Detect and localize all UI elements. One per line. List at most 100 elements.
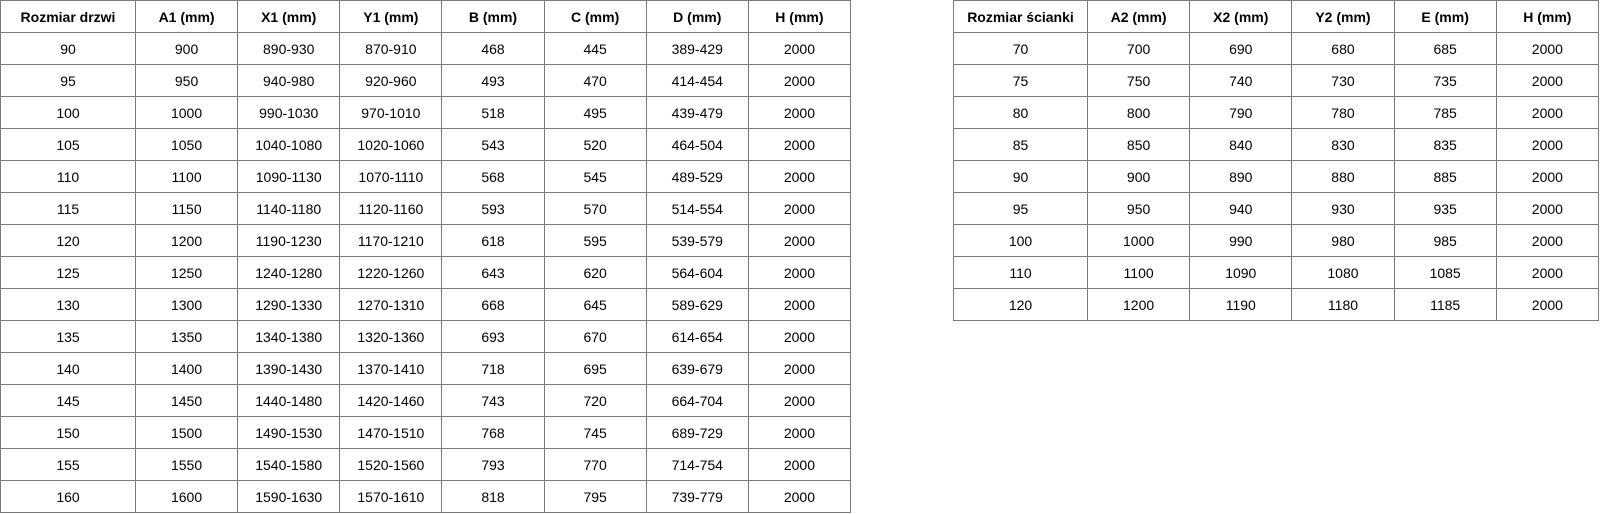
- table-cell: 95: [0, 64, 136, 97]
- table-cell: 950: [134, 64, 239, 97]
- table-cell: 980: [1291, 224, 1395, 257]
- table-cell: 890-930: [237, 32, 341, 65]
- table-row: 90 900 890 880 885 2000: [953, 160, 1600, 193]
- table-cell: 1070-1110: [339, 160, 443, 193]
- table-cell: 2000: [747, 96, 852, 129]
- table-cell: 693: [441, 320, 545, 353]
- table-cell: 670: [543, 320, 647, 353]
- table-row: 130 1300 1290-1330 1270-1310 668 645 589-629 20…: [0, 288, 852, 321]
- table-cell: 880: [1291, 160, 1395, 193]
- table-cell: 470: [543, 64, 647, 97]
- table-cell: 900: [134, 32, 239, 65]
- table-cell: 1220-1260: [339, 256, 443, 289]
- table-cell: 2000: [747, 384, 852, 417]
- table-cell: 850: [1086, 128, 1191, 161]
- table-cell: 95: [953, 192, 1088, 225]
- column-header: Y1 (mm): [339, 0, 443, 33]
- table-cell: 1250: [134, 256, 239, 289]
- table-cell: 130: [0, 288, 136, 321]
- table-cell: 1185: [1393, 288, 1497, 321]
- table-cell: 2000: [747, 480, 852, 513]
- column-header: B (mm): [441, 0, 545, 33]
- door-size-table: Rozmiar drzwi A1 (mm) X1 (mm) Y1 (mm) B (mm)…: [0, 0, 852, 513]
- table-cell: 790: [1189, 96, 1293, 129]
- table-row: 120 1200 1190 1180 1185 2000: [953, 288, 1600, 321]
- wall-size-table: Rozmiar ścianki A2 (mm) X2 (mm) Y2 (mm) E (m…: [953, 0, 1600, 321]
- table-cell: 2000: [747, 320, 852, 353]
- table-cell: 1120-1160: [339, 192, 443, 225]
- table-row: 95 950 940-980 920-960 493 470 414-454 2000: [0, 64, 852, 97]
- table-cell: 800: [1086, 96, 1191, 129]
- table-cell: 100: [0, 96, 136, 129]
- table-row: 110 1100 1090 1080 1085 2000: [953, 256, 1600, 289]
- table-cell: 700: [1086, 32, 1191, 65]
- table-cell: 1050: [134, 128, 239, 161]
- column-header: X1 (mm): [237, 0, 341, 33]
- table-cell: 835: [1393, 128, 1497, 161]
- table-cell: 830: [1291, 128, 1395, 161]
- table-cell: 1490-1530: [237, 416, 341, 449]
- table-header-row: Rozmiar drzwi A1 (mm) X1 (mm) Y1 (mm) B (mm)…: [0, 0, 852, 33]
- table-cell: 685: [1393, 32, 1497, 65]
- table-cell: 1040-1080: [237, 128, 341, 161]
- table-cell: 2000: [1495, 256, 1600, 289]
- table-cell: 614-654: [645, 320, 749, 353]
- table-cell: 1590-1630: [237, 480, 341, 513]
- column-header: E (mm): [1393, 0, 1497, 33]
- table-cell: 439-479: [645, 96, 749, 129]
- table-cell: 145: [0, 384, 136, 417]
- table-cell: 1570-1610: [339, 480, 443, 513]
- table-cell: 935: [1393, 192, 1497, 225]
- table-row: 125 1250 1240-1280 1220-1260 643 620 564-604 20…: [0, 256, 852, 289]
- table-cell: 110: [953, 256, 1088, 289]
- table-cell: 1320-1360: [339, 320, 443, 353]
- table-cell: 1090-1130: [237, 160, 341, 193]
- table-cell: 900: [1086, 160, 1191, 193]
- table-cell: 543: [441, 128, 545, 161]
- table-cell: 520: [543, 128, 647, 161]
- table-cell: 690: [1189, 32, 1293, 65]
- column-header: Y2 (mm): [1291, 0, 1395, 33]
- table-cell: 990: [1189, 224, 1293, 257]
- table-row: 145 1450 1440-1480 1420-1460 743 720 664-704 20…: [0, 384, 852, 417]
- table-row: 105 1050 1040-1080 1020-1060 543 520 464-504 20…: [0, 128, 852, 161]
- table-cell: 489-529: [645, 160, 749, 193]
- table-cell: 140: [0, 352, 136, 385]
- table-cell: 1370-1410: [339, 352, 443, 385]
- table-cell: 1400: [134, 352, 239, 385]
- table-cell: 1500: [134, 416, 239, 449]
- table-cell: 1085: [1393, 256, 1497, 289]
- table-cell: 2000: [1495, 224, 1600, 257]
- table-cell: 1140-1180: [237, 192, 341, 225]
- table-cell: 740: [1189, 64, 1293, 97]
- table-cell: 1090: [1189, 256, 1293, 289]
- table-cell: 1520-1560: [339, 448, 443, 481]
- table-cell: 1600: [134, 480, 239, 513]
- table-row: 135 1350 1340-1380 1320-1360 693 670 614-654 20…: [0, 320, 852, 353]
- table-cell: 2000: [747, 416, 852, 449]
- column-header: Rozmiar ścianki: [953, 0, 1088, 33]
- table-cell: 940: [1189, 192, 1293, 225]
- column-header: C (mm): [543, 0, 647, 33]
- table-cell: 155: [0, 448, 136, 481]
- table-cell: 120: [0, 224, 136, 257]
- table-cell: 793: [441, 448, 545, 481]
- table-cell: 2000: [747, 448, 852, 481]
- table-cell: 468: [441, 32, 545, 65]
- table-cell: 1190-1230: [237, 224, 341, 257]
- table-cell: 1300: [134, 288, 239, 321]
- table-cell: 1470-1510: [339, 416, 443, 449]
- table-cell: 1270-1310: [339, 288, 443, 321]
- table-row: 140 1400 1390-1430 1370-1410 718 695 639-679 20…: [0, 352, 852, 385]
- table-cell: 2000: [1495, 192, 1600, 225]
- table-cell: 2000: [747, 352, 852, 385]
- table-cell: 739-779: [645, 480, 749, 513]
- table-cell: 2000: [747, 224, 852, 257]
- table-cell: 2000: [747, 160, 852, 193]
- column-header: Rozmiar drzwi: [0, 0, 136, 33]
- table-cell: 718: [441, 352, 545, 385]
- table-cell: 160: [0, 480, 136, 513]
- table-cell: 150: [0, 416, 136, 449]
- table-cell: 1080: [1291, 256, 1395, 289]
- table-cell: 645: [543, 288, 647, 321]
